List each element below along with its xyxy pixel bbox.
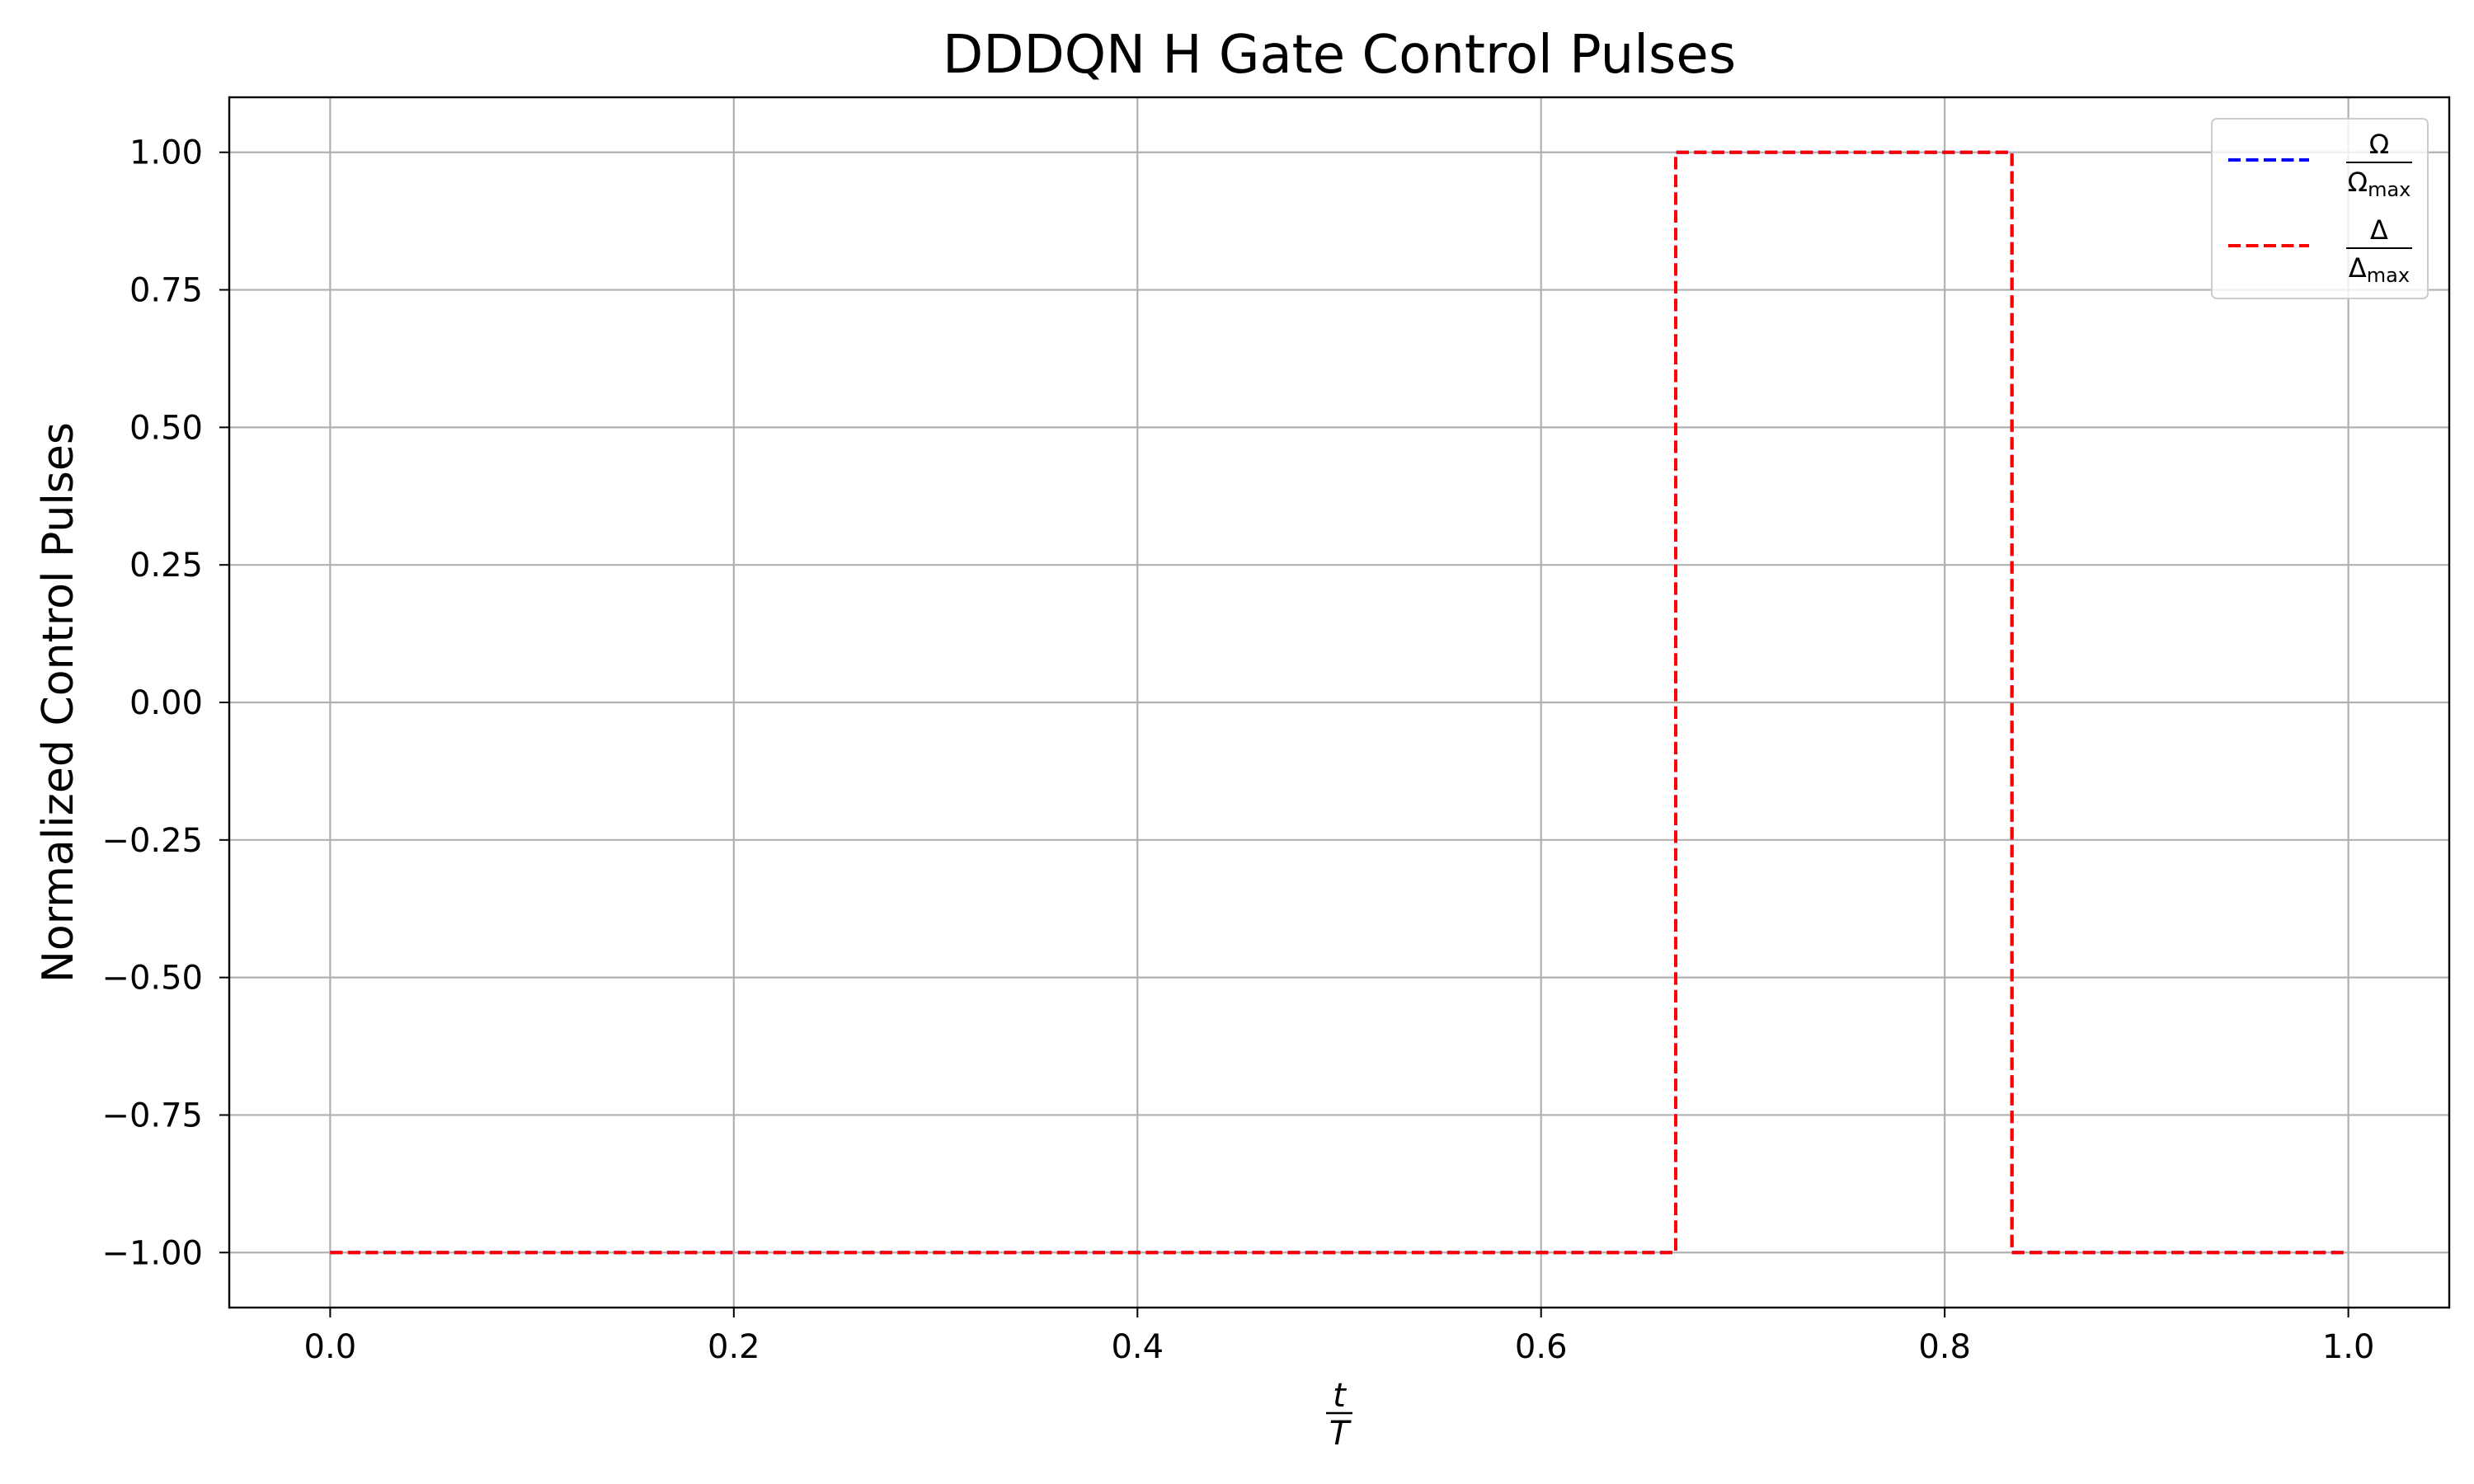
- y-tick-label: 0.25: [129, 547, 203, 585]
- x-axis-label-denominator: T: [1329, 1415, 1352, 1453]
- y-tick-label: 0.00: [129, 684, 203, 722]
- legend-label-numerator: Δ: [2370, 214, 2388, 246]
- x-tick-label: 0.2: [708, 1328, 760, 1366]
- y-axis-label: Normalized Control Pulses: [34, 422, 83, 983]
- x-axis-label-numerator: t: [1333, 1377, 1347, 1415]
- y-tick-label: −1.00: [101, 1234, 203, 1272]
- legend-label-subscript: max: [2367, 264, 2410, 287]
- x-tick-label: 0.0: [304, 1328, 357, 1366]
- y-tick-label: 1.00: [129, 134, 203, 172]
- legend-label-subscript: max: [2368, 178, 2411, 201]
- y-tick-label: 0.75: [129, 272, 203, 310]
- x-tick-label: 0.4: [1111, 1328, 1164, 1366]
- ticks: 0.0 0.2 0.4 0.6 0.8 1.0 1.00 0.75 0.50 0.25 0.00 −0…: [101, 134, 2374, 1366]
- y-tick-label: −0.75: [101, 1097, 203, 1134]
- x-tick-label: 1.0: [2322, 1328, 2375, 1366]
- y-tick-label: 0.50: [129, 409, 203, 447]
- series-line-delta: [330, 150, 2349, 1255]
- x-tick-label: 0.6: [1515, 1328, 1568, 1366]
- legend-label-numerator: Ω: [2369, 129, 2389, 160]
- x-axis-label: t T: [1326, 1377, 1352, 1453]
- y-tick-label: −0.50: [101, 960, 203, 998]
- chart-title: DDDQN H Gate Control Pulses: [943, 25, 1736, 86]
- legend-box: [2211, 118, 2429, 299]
- y-tick-label: −0.25: [101, 822, 203, 860]
- x-tick-label: 0.8: [1918, 1328, 1971, 1366]
- plot-area: [330, 150, 2349, 1255]
